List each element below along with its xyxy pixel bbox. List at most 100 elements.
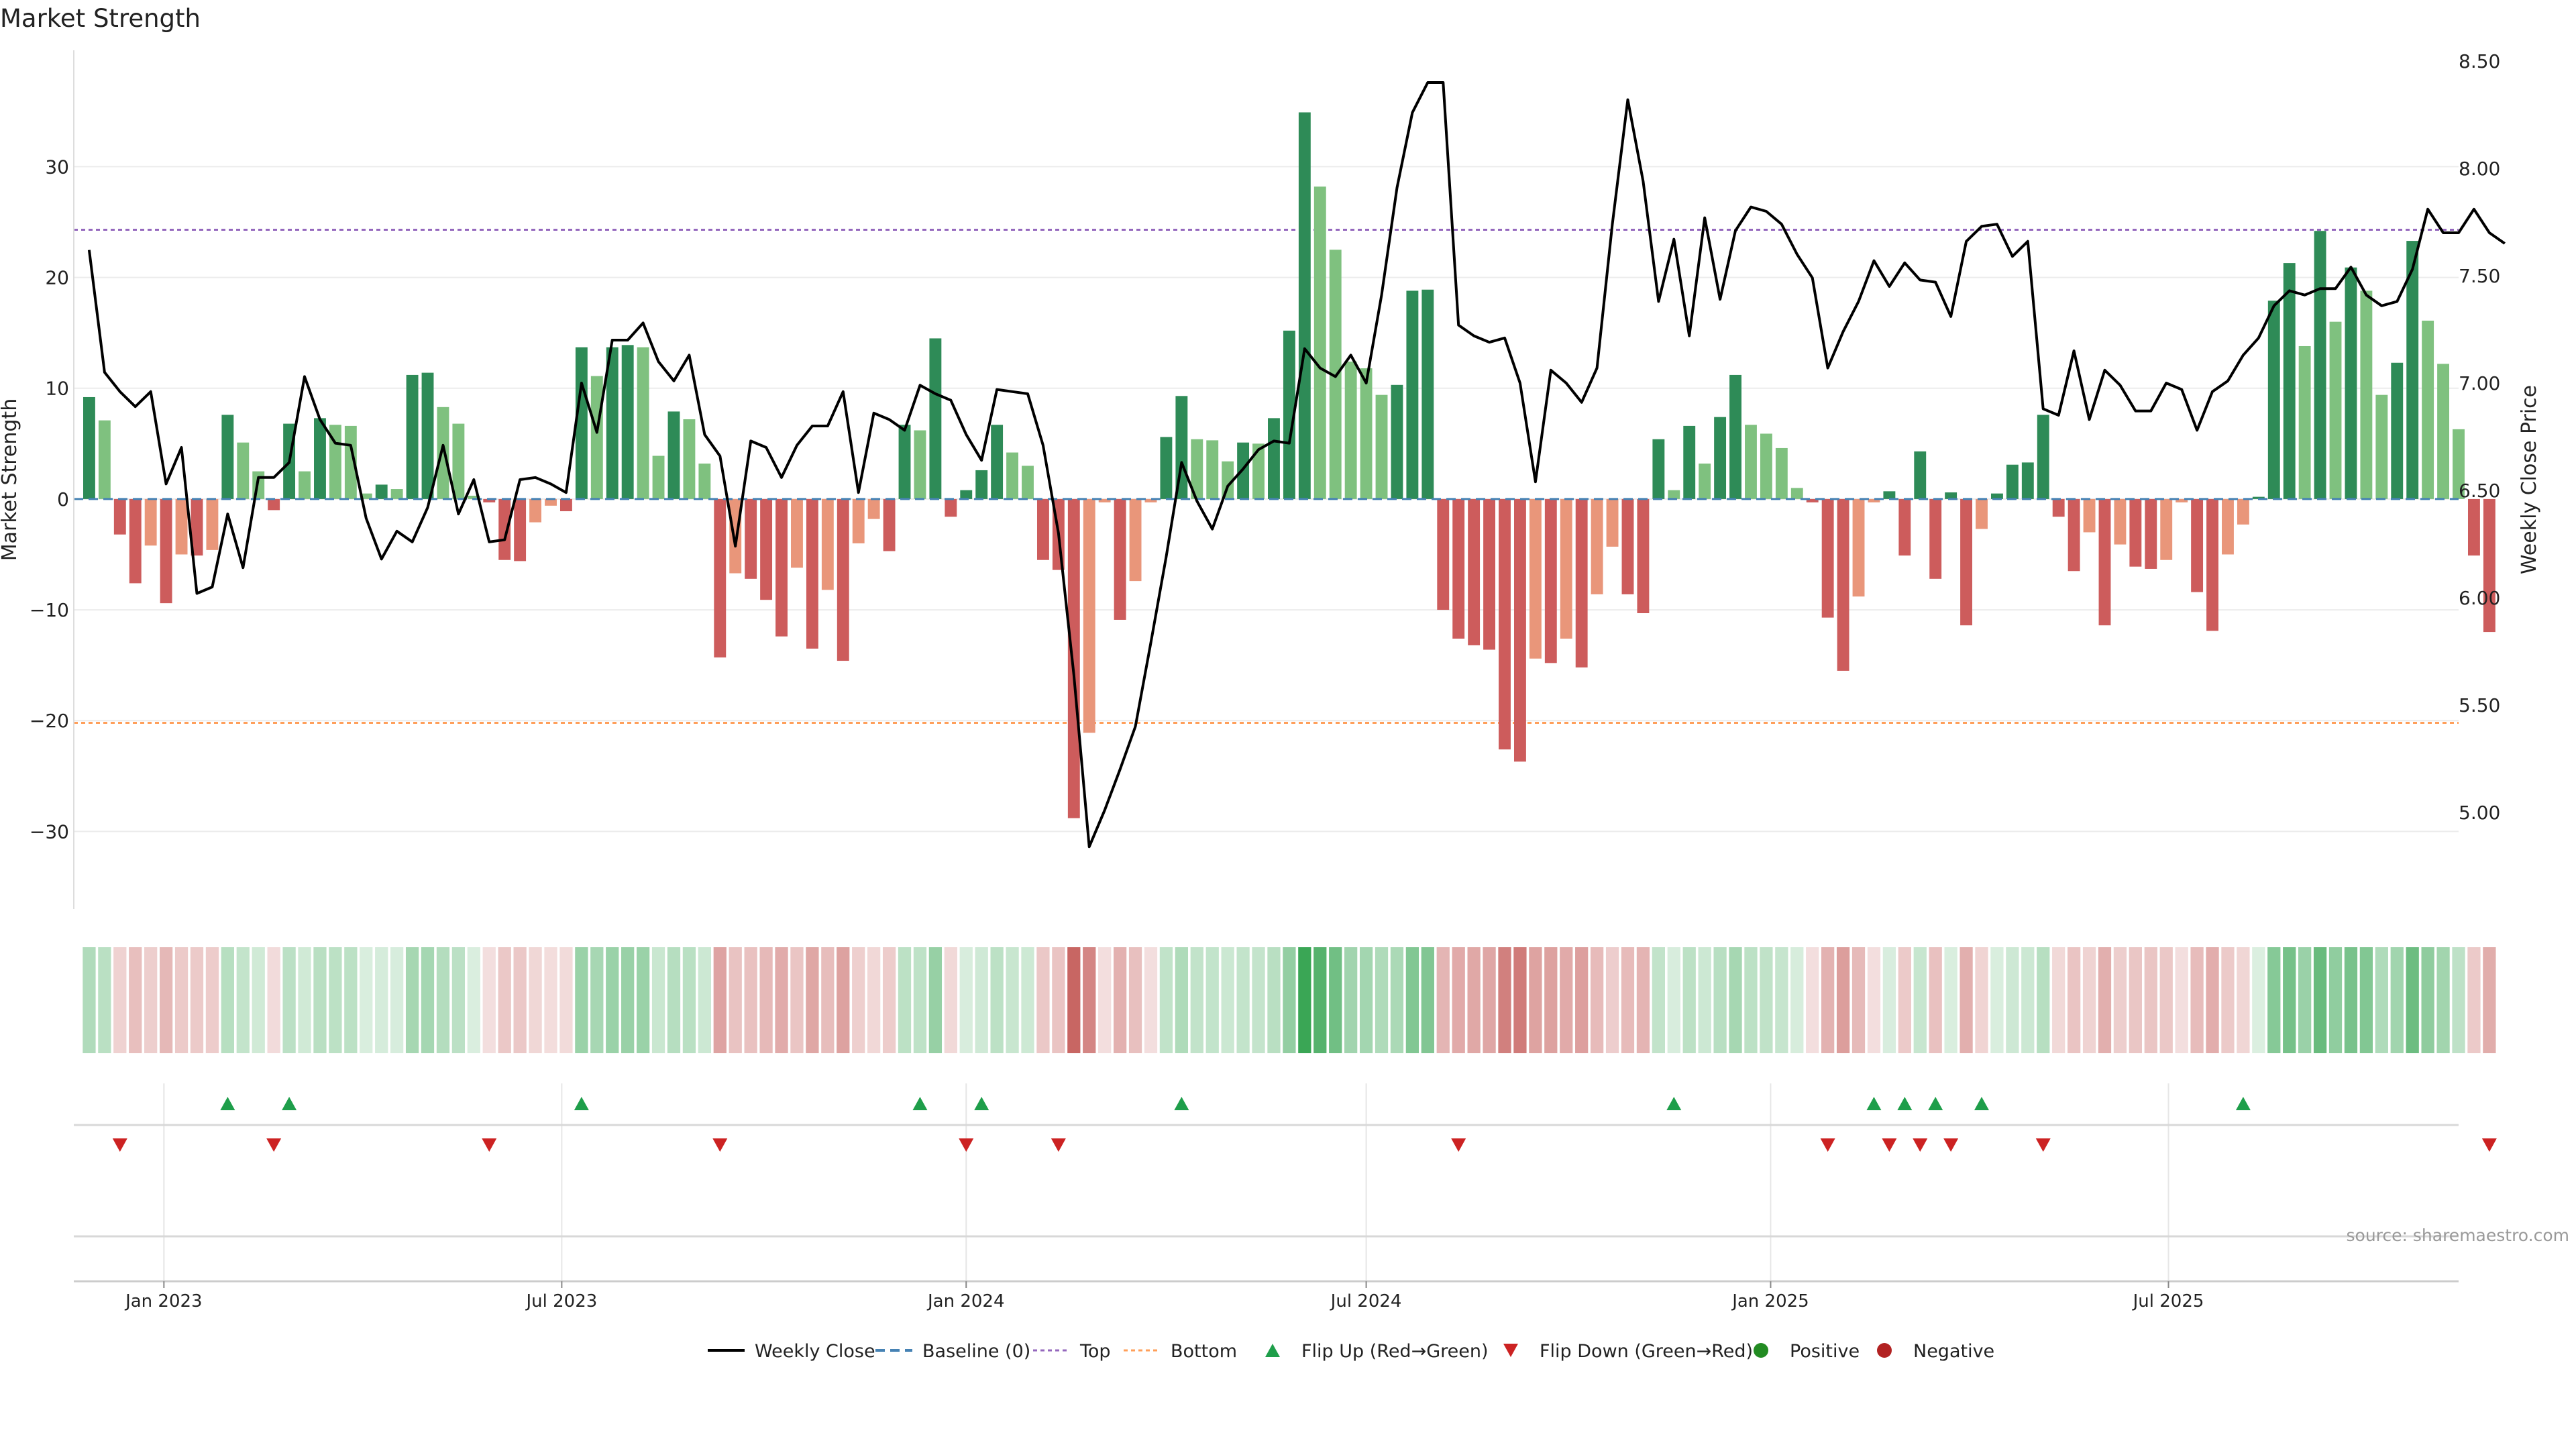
strength-bar (299, 471, 311, 499)
strength-bar (559, 498, 572, 512)
heat-cell (1205, 947, 1219, 1053)
strength-bar (1022, 466, 1034, 499)
heat-cell (329, 947, 342, 1053)
heat-cell (436, 947, 450, 1053)
strength-bar (2006, 464, 2019, 499)
strength-bar (1114, 498, 1126, 620)
flip-up-marker (2235, 1097, 2251, 1110)
heat-cell (2175, 947, 2188, 1053)
strength-bar (1606, 498, 1619, 547)
strength-bar (2145, 498, 2157, 569)
flip-down-marker (959, 1138, 974, 1152)
strength-bar (760, 498, 773, 600)
strength-bar (1683, 425, 1696, 499)
heat-cell (1851, 947, 1866, 1053)
y-tick-label-right: 6.00 (2459, 587, 2500, 609)
strength-bar (314, 418, 326, 499)
strength-bar (452, 423, 465, 499)
heat-cell (1975, 947, 1988, 1053)
legend-item: Flip Up (Red→Green) (1265, 1341, 1489, 1362)
heat-cell (1590, 947, 1604, 1053)
heat-cell (529, 947, 542, 1053)
heat-cell (1621, 947, 1635, 1053)
heat-cell (1744, 947, 1758, 1053)
heat-cell (1452, 947, 1465, 1053)
heat-cell (498, 947, 511, 1053)
heat-cell (1960, 947, 1973, 1053)
legend-label: Flip Down (Green→Red) (1540, 1341, 1753, 1362)
heat-cell (159, 947, 173, 1053)
strength-bar (1868, 498, 1880, 502)
legend-swatch-negative (1877, 1343, 1892, 1358)
strength-bar (237, 442, 250, 499)
strength-bar (1883, 491, 1896, 499)
flip-down-marker (2481, 1138, 2497, 1152)
y-tick-label-left: −20 (30, 710, 69, 732)
heat-cell (1467, 947, 1481, 1053)
strength-bar (1976, 498, 1988, 529)
strength-bar (914, 430, 926, 499)
strength-bar (498, 498, 511, 560)
heat-cell (2421, 947, 2434, 1053)
strength-bar (1806, 498, 1819, 502)
legend-item: Weekly Close (708, 1341, 875, 1362)
flip-up-marker (574, 1097, 589, 1110)
close-line (87, 81, 2506, 849)
flip-down-marker (1051, 1138, 1066, 1152)
strength-bar (437, 407, 449, 499)
heat-cell (2113, 947, 2127, 1053)
heat-cell (1713, 947, 1727, 1053)
heat-cell (1375, 947, 1389, 1053)
heat-cell (882, 947, 896, 1053)
strength-bar (2083, 498, 2096, 533)
y-tick-label-right: 5.00 (2459, 802, 2500, 824)
heat-cell (913, 947, 927, 1053)
heat-cell (1329, 947, 1342, 1053)
strength-bar (2252, 496, 2265, 499)
strength-bar (2037, 415, 2049, 499)
strength-bar (421, 372, 434, 499)
heat-cell (1344, 947, 1358, 1053)
strength-bar (2114, 498, 2127, 545)
strength-bar (1406, 290, 1419, 499)
heat-cell (2082, 947, 2096, 1053)
legend-label: Negative (1913, 1341, 1994, 1362)
strength-bar (1206, 440, 1219, 499)
legend-item: Top (1033, 1341, 1111, 1362)
heat-cell (1898, 947, 1911, 1053)
heat-cell (944, 947, 957, 1053)
heat-cell (1252, 947, 1265, 1053)
strength-bar (2098, 498, 2111, 626)
strength-bar (1745, 425, 1757, 499)
flip-down-marker (482, 1138, 497, 1152)
legend-label: Weekly Close (755, 1341, 875, 1362)
strength-bar (2176, 498, 2188, 502)
y-axis-label-left: Market Strength (0, 398, 21, 561)
heat-cell (2313, 947, 2327, 1053)
strength-bar (1067, 498, 1080, 818)
strength-bar (1483, 498, 1496, 650)
heat-cell (1021, 947, 1034, 1053)
strength-bar (2298, 345, 2311, 499)
strength-bar (1452, 498, 1465, 639)
x-tick-label: Jan 2025 (1731, 1291, 1809, 1311)
heat-cell (636, 947, 650, 1053)
heat-cell (1159, 947, 1173, 1053)
flip-up-marker (1897, 1097, 1913, 1110)
legend-item: Flip Down (Green→Red) (1503, 1341, 1753, 1362)
heat-cell (621, 947, 635, 1053)
legend-swatch-flip-up (1265, 1344, 1280, 1357)
heat-cell (1682, 947, 1696, 1053)
heat-cell (2159, 947, 2173, 1053)
strength-bar (1729, 374, 1741, 499)
heat-cell (1298, 947, 1311, 1053)
heat-cell (667, 947, 681, 1053)
heat-cell (113, 947, 127, 1053)
legend-item: Negative (1877, 1341, 1994, 1362)
strength-bar (1714, 417, 1727, 499)
flip-up-marker (1174, 1097, 1189, 1110)
strength-bar (1191, 439, 1203, 499)
strength-bars (83, 112, 2496, 818)
strength-bar (1898, 498, 1911, 556)
heat-cell (2452, 947, 2465, 1053)
